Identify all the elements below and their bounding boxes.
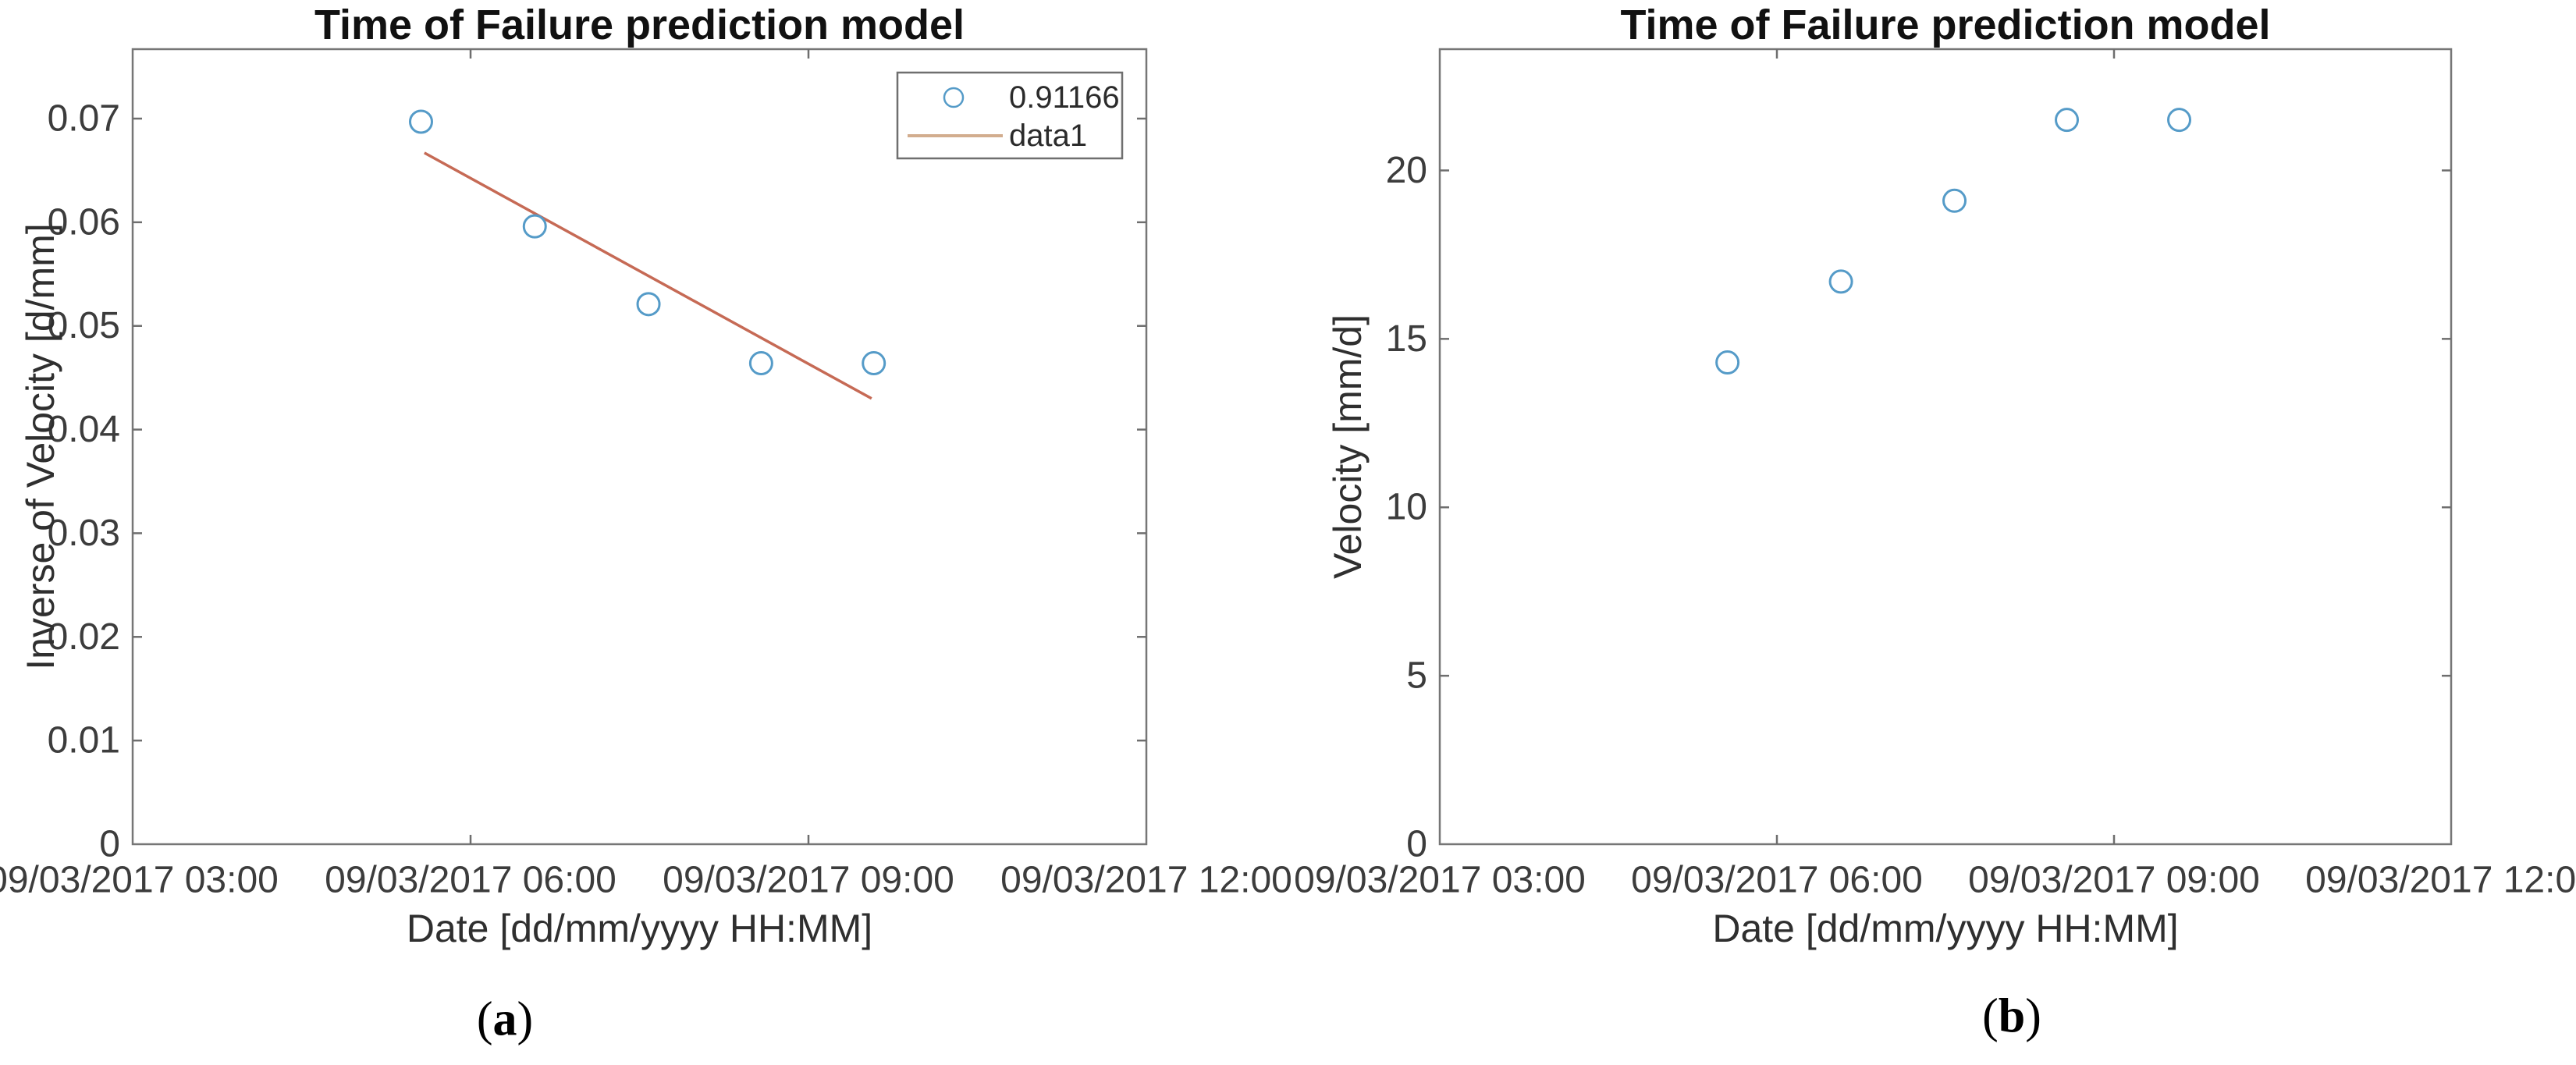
data-point (2055, 108, 2080, 133)
caption-a-letter: a (492, 992, 517, 1046)
plot-title: Time of Failure prediction model (314, 2, 965, 48)
data-point (1942, 188, 1967, 213)
y-tick-label: 0.05 (48, 305, 120, 346)
y-tick-label: 0 (99, 824, 120, 865)
subfigure-caption-a: (a) (477, 992, 533, 1048)
y-tick-label: 20 (1386, 150, 1427, 191)
data-point (1715, 350, 1740, 375)
axes-box (1438, 48, 2453, 846)
caption-b-open-paren: ( (1982, 989, 1999, 1043)
plot-title: Time of Failure prediction model (1620, 2, 2270, 48)
x-tick-label: 09/03/2017 06:00 (1631, 860, 1923, 901)
data-point (1828, 269, 1853, 294)
data-point (636, 292, 661, 317)
y-tick-label: 0.01 (48, 720, 120, 761)
x-tick-label: 09/03/2017 09:00 (1968, 860, 2260, 901)
caption-b-letter: b (1998, 989, 2026, 1043)
caption-b-close-paren: ) (2025, 989, 2041, 1043)
y-tick-label: 0.02 (48, 616, 120, 658)
legend-marker-circle (943, 87, 965, 108)
x-axis-label: Date [dd/mm/yyyy HH:MM] (407, 907, 872, 950)
data-point (2167, 108, 2192, 133)
y-tick-label: 15 (1386, 318, 1427, 360)
x-tick-label: 09/03/2017 03:00 (1294, 860, 1586, 901)
y-tick-label: 0.03 (48, 513, 120, 554)
data-point (522, 214, 547, 239)
caption-a-open-paren: ( (476, 992, 493, 1046)
data-point (862, 351, 886, 376)
axes-box (131, 48, 1148, 846)
x-tick-label: 09/03/2017 09:00 (663, 860, 954, 901)
data-point (408, 109, 433, 134)
y-tick-label: 0.07 (48, 98, 120, 140)
trend-line (423, 151, 872, 400)
y-axis-label: Velocity [mm/d] (1326, 314, 1370, 579)
x-tick-label: 09/03/2017 12:00 (1000, 860, 1292, 901)
legend-label-data1: data1 (1009, 119, 1087, 153)
legend-box (896, 71, 1124, 160)
subfigure-caption-b: (b) (1982, 989, 2041, 1045)
y-tick-label: 0.06 (48, 201, 120, 243)
legend-label-r-value: 0.91166 (1009, 80, 1120, 115)
y-axis-label: Inverse of Velocity [d/mm] (19, 223, 62, 669)
x-tick-label: 09/03/2017 12:00 (2305, 860, 2576, 901)
data-point (748, 351, 773, 376)
y-tick-label: 5 (1406, 655, 1427, 697)
caption-a-close-paren: ) (517, 992, 534, 1046)
x-axis-label: Date [dd/mm/yyyy HH:MM] (1712, 907, 2178, 950)
y-tick-label: 0.04 (48, 409, 120, 450)
x-tick-label: 09/03/2017 03:00 (0, 860, 279, 901)
y-tick-label: 10 (1386, 487, 1427, 528)
x-tick-label: 09/03/2017 06:00 (325, 860, 616, 901)
y-tick-label: 0 (1406, 824, 1427, 865)
